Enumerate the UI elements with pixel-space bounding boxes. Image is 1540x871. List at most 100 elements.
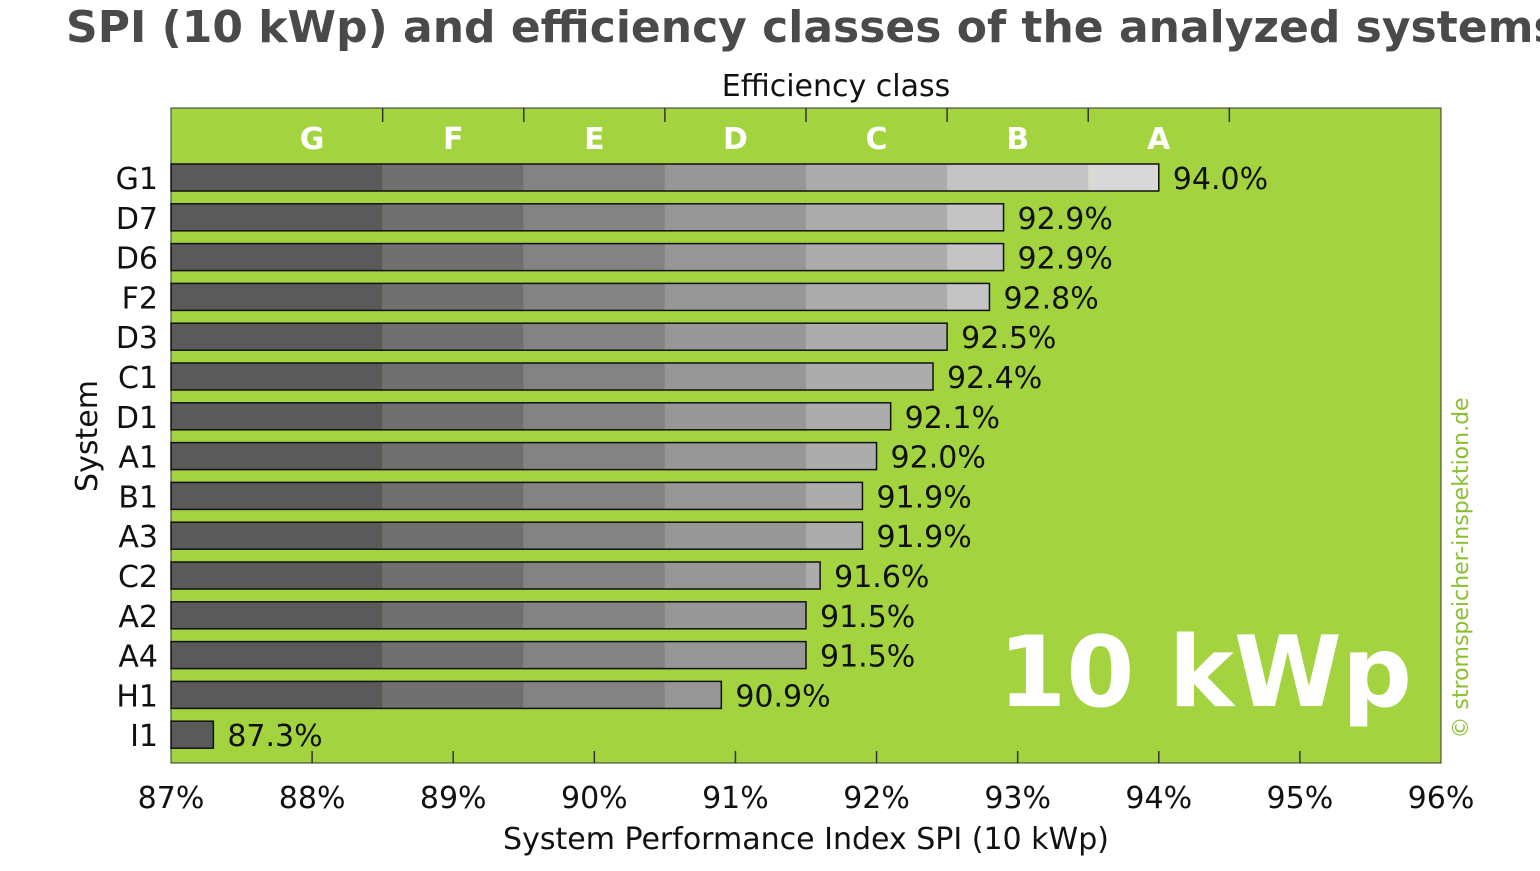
bar-segment-A4 (664, 641, 806, 669)
bar-segment-D6 (523, 243, 665, 271)
value-label-B1: 91.9% (876, 480, 971, 515)
bar-segment-D3 (382, 323, 524, 351)
bar-segment-D7 (171, 203, 383, 231)
bar-C2 (170, 561, 821, 590)
watermark-text: © stromspeicher-inspektion.de (1449, 397, 1474, 738)
efficiency-class-label: G (300, 122, 325, 157)
bar-segment-C2 (806, 562, 821, 589)
category-label-D1: D1 (116, 401, 158, 436)
value-label-D3: 92.5% (961, 321, 1056, 356)
y-axis-label: System (70, 380, 105, 492)
chart-title: SPI (10 kWp) and efficiency classes of t… (66, 2, 1540, 53)
value-label-C1: 92.4% (947, 361, 1042, 396)
category-label-C1: C1 (118, 361, 158, 396)
bar-segment-A3 (382, 522, 524, 550)
bar-B1 (170, 481, 864, 511)
bar-segment-F2 (947, 283, 990, 311)
bar-segment-D1 (382, 402, 524, 430)
bar-segment-F2 (171, 283, 383, 311)
bar-segment-D7 (523, 203, 665, 231)
category-label-A3: A3 (118, 520, 158, 555)
bar-segment-D7 (947, 203, 1004, 231)
bar-segment-C1 (382, 363, 524, 390)
bar-segment-A1 (806, 442, 877, 470)
bar-segment-G1 (382, 164, 524, 191)
bar-segment-C2 (382, 562, 524, 589)
efficiency-class-label: C (866, 122, 888, 157)
value-label-A4: 91.5% (820, 640, 915, 675)
bar-segment-D1 (171, 402, 383, 430)
value-label-I1: 87.3% (227, 719, 322, 754)
bar-segment-D6 (171, 243, 383, 271)
bar-segment-G1 (664, 164, 806, 191)
bar-segment-D3 (806, 323, 948, 351)
bar-A1 (170, 441, 878, 471)
category-label-D6: D6 (116, 242, 158, 277)
bar-segment-F2 (523, 283, 665, 311)
category-label-G1: G1 (116, 162, 158, 197)
bar-C1 (170, 362, 934, 391)
bar-segment-A3 (664, 522, 806, 550)
bar-F2 (170, 282, 991, 312)
bar-segment-D1 (523, 402, 665, 430)
top-axis-label: Efficiency class (722, 69, 951, 104)
category-label-D3: D3 (116, 321, 158, 356)
value-label-H1: 90.9% (735, 679, 830, 714)
bar-segment-A3 (171, 522, 383, 550)
bar-segment-D7 (806, 203, 948, 231)
bar-segment-H1 (382, 681, 524, 709)
bar-segment-G1 (171, 164, 383, 191)
bar-segment-A2 (664, 601, 806, 629)
x-tick-label: 95% (1267, 781, 1334, 816)
bar-D7 (170, 203, 1005, 232)
value-label-A3: 91.9% (876, 520, 971, 555)
bar-segment-A4 (523, 641, 665, 669)
overlay-text: 10 kWp (998, 616, 1412, 730)
bar-segment-A1 (523, 442, 665, 470)
bar-segment-A3 (523, 522, 665, 550)
category-label-H1: H1 (116, 679, 158, 714)
value-label-D1: 92.1% (905, 401, 1000, 436)
value-label-A2: 91.5% (820, 600, 915, 635)
bar-segment-C2 (523, 562, 665, 589)
x-tick-label: 94% (1125, 781, 1192, 816)
x-tick-label: 93% (984, 781, 1051, 816)
category-label-A4: A4 (118, 640, 158, 675)
x-tick-label: 91% (702, 781, 769, 816)
category-label-I1: I1 (130, 719, 158, 754)
value-label-D7: 92.9% (1018, 202, 1113, 237)
x-tick-label: 96% (1408, 781, 1475, 816)
bar-segment-A2 (382, 601, 524, 629)
x-tick-label: 89% (420, 781, 487, 816)
x-axis-label: System Performance Index SPI (10 kWp) (503, 822, 1109, 857)
bar-G1 (170, 163, 1160, 192)
category-label-F2: F2 (122, 281, 158, 316)
bar-segment-F2 (664, 283, 806, 311)
efficiency-class-label: A (1147, 122, 1171, 157)
bar-H1 (170, 680, 723, 710)
efficiency-class-label: B (1006, 122, 1029, 157)
value-label-G1: 94.0% (1173, 162, 1268, 197)
bar-segment-A4 (382, 641, 524, 669)
bar-segment-C2 (171, 562, 383, 589)
bar-segment-B1 (664, 482, 806, 510)
bar-segment-D6 (806, 243, 948, 271)
bar-segment-G1 (947, 164, 1089, 191)
bar-segment-D6 (664, 243, 806, 271)
efficiency-class-label: E (584, 122, 605, 157)
x-tick-label: 87% (138, 781, 205, 816)
bar-I1 (170, 720, 215, 749)
value-label-A1: 92.0% (891, 441, 986, 476)
bar-segment-C1 (523, 363, 665, 390)
bar-segment-G1 (523, 164, 665, 191)
bar-D1 (170, 402, 892, 431)
x-tick-label: 92% (843, 781, 910, 816)
efficiency-class-label: F (443, 122, 464, 157)
bar-segment-A3 (806, 522, 863, 550)
bar-segment-C2 (664, 562, 806, 589)
bar-segment-A2 (171, 601, 383, 629)
bar-segment-G1 (806, 164, 948, 191)
bar-segment-H1 (523, 681, 665, 709)
